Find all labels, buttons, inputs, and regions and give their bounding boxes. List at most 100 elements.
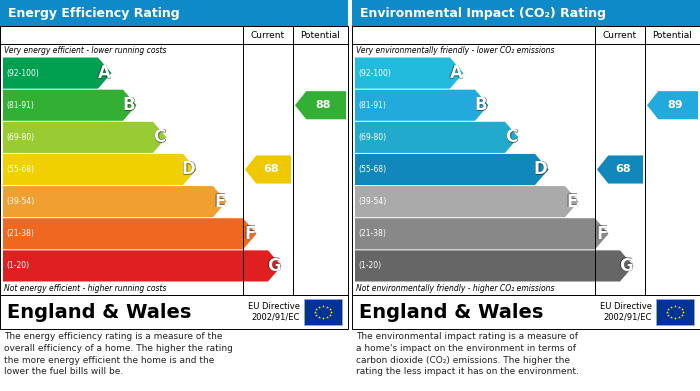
Text: EU Directive
2002/91/EC: EU Directive 2002/91/EC xyxy=(600,302,652,322)
Text: England & Wales: England & Wales xyxy=(7,303,191,321)
Text: E: E xyxy=(214,193,225,211)
Text: F: F xyxy=(244,225,256,243)
Bar xyxy=(352,0,700,26)
Text: (69-80): (69-80) xyxy=(358,133,386,142)
Text: (1-20): (1-20) xyxy=(6,262,29,271)
Text: Current: Current xyxy=(251,30,285,39)
Text: C: C xyxy=(505,128,518,146)
Polygon shape xyxy=(355,57,463,89)
Text: EU Directive
2002/91/EC: EU Directive 2002/91/EC xyxy=(248,302,300,322)
Text: 89: 89 xyxy=(668,100,683,110)
Polygon shape xyxy=(3,154,197,185)
Text: Very energy efficient - lower running costs: Very energy efficient - lower running co… xyxy=(4,46,167,55)
Text: F: F xyxy=(596,225,608,243)
Text: D: D xyxy=(533,160,547,178)
Text: D: D xyxy=(182,160,196,179)
Text: D: D xyxy=(533,161,547,179)
Text: C: C xyxy=(154,128,166,146)
Text: A: A xyxy=(97,64,111,82)
Text: G: G xyxy=(267,257,281,275)
Text: The environmental impact rating is a measure of
a home's impact on the environme: The environmental impact rating is a mea… xyxy=(356,332,579,377)
Text: E: E xyxy=(566,193,578,211)
Text: D: D xyxy=(182,160,195,179)
Bar xyxy=(656,299,694,325)
Text: C: C xyxy=(505,129,517,147)
Text: Current: Current xyxy=(603,30,637,39)
Text: C: C xyxy=(505,128,517,146)
Text: B: B xyxy=(123,96,136,114)
Text: (81-91): (81-91) xyxy=(6,101,34,110)
Text: G: G xyxy=(618,257,632,275)
Text: D: D xyxy=(534,160,548,179)
Polygon shape xyxy=(597,156,643,183)
Text: Very environmentally friendly - lower CO₂ emissions: Very environmentally friendly - lower CO… xyxy=(356,46,554,55)
Text: C: C xyxy=(153,128,165,146)
Text: E: E xyxy=(566,193,578,211)
Text: E: E xyxy=(214,193,225,211)
Text: E: E xyxy=(566,192,578,210)
Polygon shape xyxy=(355,90,489,121)
Bar xyxy=(0,26,348,295)
Text: A: A xyxy=(450,64,463,82)
Text: (92-100): (92-100) xyxy=(6,68,39,77)
Text: (39-54): (39-54) xyxy=(358,197,386,206)
Text: B: B xyxy=(123,97,136,115)
Polygon shape xyxy=(245,156,291,183)
Text: G: G xyxy=(267,257,281,275)
Text: F: F xyxy=(244,225,255,243)
Text: D: D xyxy=(182,160,195,178)
Text: (55-68): (55-68) xyxy=(358,165,386,174)
Bar xyxy=(0,295,348,329)
Text: (69-80): (69-80) xyxy=(6,133,34,142)
Text: Not energy efficient - higher running costs: Not energy efficient - higher running co… xyxy=(4,284,167,293)
Text: (21-38): (21-38) xyxy=(358,229,386,238)
Polygon shape xyxy=(355,186,578,217)
Text: A: A xyxy=(97,64,111,82)
Text: D: D xyxy=(182,161,195,179)
Text: Environmental Impact (CO₂) Rating: Environmental Impact (CO₂) Rating xyxy=(360,7,606,20)
Text: G: G xyxy=(267,256,281,274)
Text: (92-100): (92-100) xyxy=(358,68,391,77)
Text: B: B xyxy=(122,96,135,114)
Text: 88: 88 xyxy=(316,100,331,110)
Text: F: F xyxy=(596,225,608,243)
Text: G: G xyxy=(619,257,633,275)
Text: Not environmentally friendly - higher CO₂ emissions: Not environmentally friendly - higher CO… xyxy=(356,284,554,293)
Text: A: A xyxy=(97,64,110,82)
Text: C: C xyxy=(153,128,165,146)
Text: A: A xyxy=(449,64,463,82)
Text: A: A xyxy=(449,64,463,82)
Text: E: E xyxy=(215,193,226,211)
Text: E: E xyxy=(566,193,578,211)
Polygon shape xyxy=(647,91,698,119)
Text: (21-38): (21-38) xyxy=(6,229,34,238)
Text: A: A xyxy=(449,65,463,83)
Text: (1-20): (1-20) xyxy=(358,262,381,271)
Text: G: G xyxy=(620,257,633,275)
Text: D: D xyxy=(181,160,195,179)
Text: F: F xyxy=(596,225,608,243)
Text: G: G xyxy=(619,256,633,274)
Text: G: G xyxy=(619,257,633,275)
Text: F: F xyxy=(244,224,256,242)
Text: E: E xyxy=(214,192,225,210)
Text: Potential: Potential xyxy=(300,30,340,39)
Text: F: F xyxy=(244,225,256,243)
Text: (81-91): (81-91) xyxy=(358,101,386,110)
Text: D: D xyxy=(533,160,547,179)
Polygon shape xyxy=(3,250,281,282)
Polygon shape xyxy=(3,122,167,153)
Text: B: B xyxy=(475,97,487,115)
Polygon shape xyxy=(295,91,346,119)
Text: B: B xyxy=(475,96,487,114)
Bar xyxy=(352,26,700,295)
Text: 68: 68 xyxy=(615,165,631,174)
Bar xyxy=(304,299,342,325)
Text: C: C xyxy=(153,128,165,146)
Text: B: B xyxy=(475,96,487,114)
Polygon shape xyxy=(3,90,136,121)
Text: England & Wales: England & Wales xyxy=(359,303,543,321)
Text: (55-68): (55-68) xyxy=(6,165,34,174)
Text: F: F xyxy=(244,225,256,243)
Text: B: B xyxy=(475,96,487,114)
